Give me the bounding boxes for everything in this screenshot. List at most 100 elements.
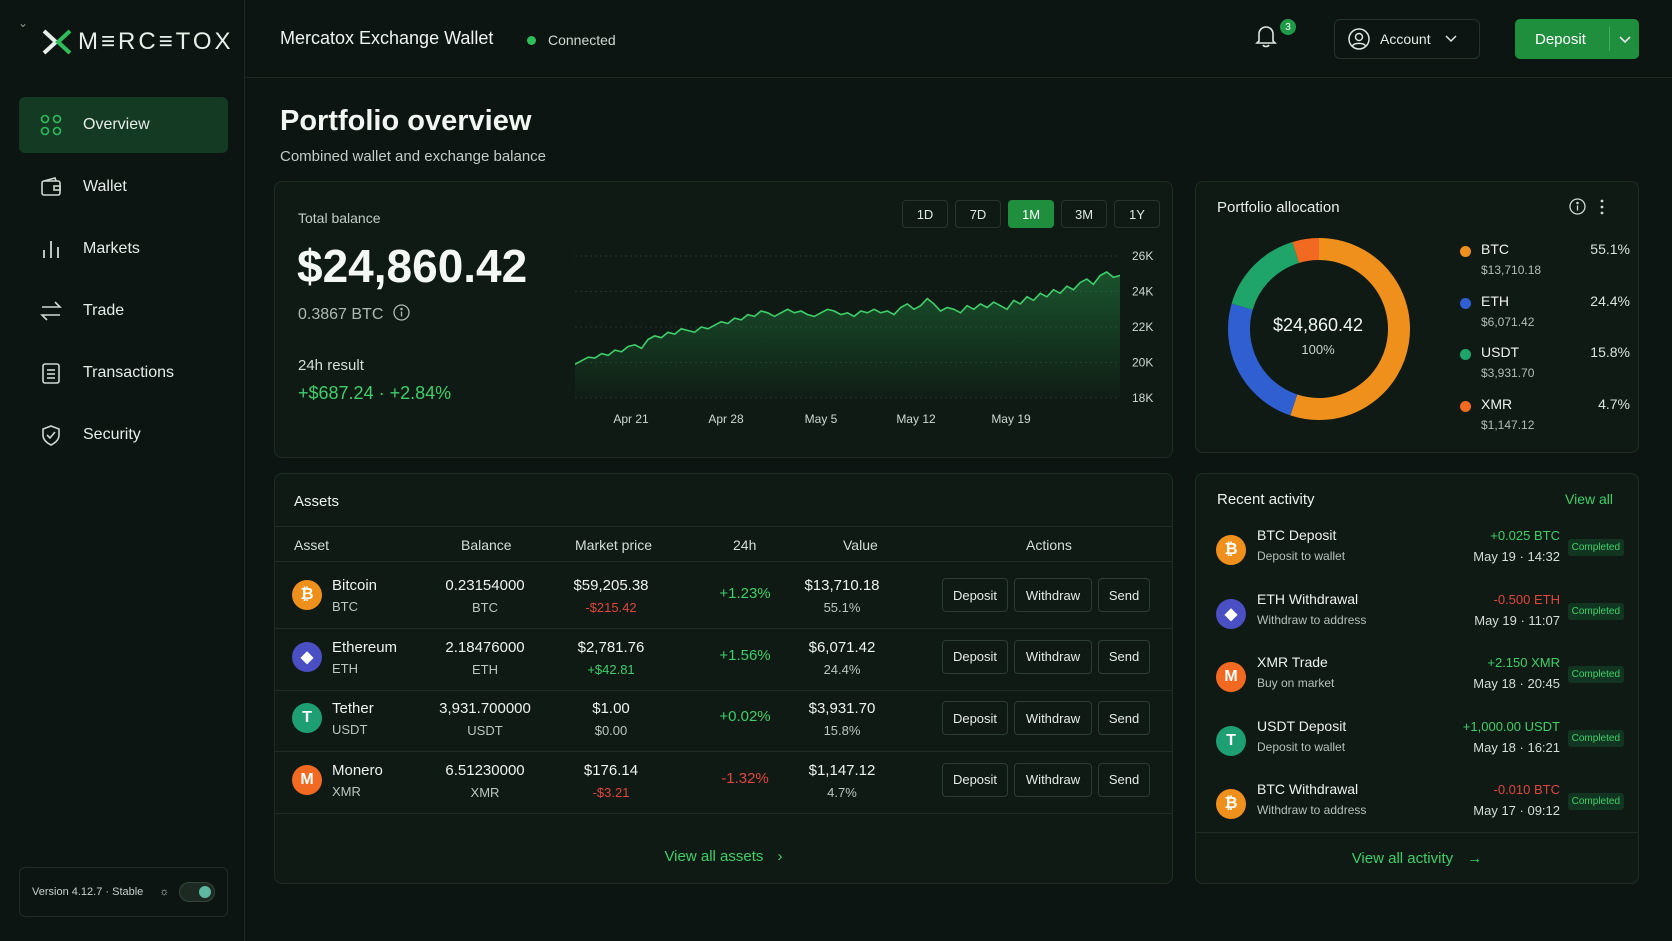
theme-toggle[interactable]	[179, 882, 216, 902]
activity-title: Recent activity	[1217, 491, 1315, 508]
account-button[interactable]: Account	[1334, 19, 1480, 59]
balance-cell: 0.23154000 BTC	[415, 577, 555, 615]
activity-description: Deposit to wallet	[1257, 739, 1346, 754]
activity-item[interactable]: T USDT Deposit Deposit to wallet +1,000.…	[1196, 718, 1638, 781]
balance-symbol: BTC	[472, 600, 498, 615]
view-all-activity-link[interactable]: View all activity →	[1196, 832, 1638, 884]
y-tick-label: 18K	[1132, 391, 1153, 405]
bitcoin-icon: ₿	[1216, 789, 1246, 819]
send-button[interactable]: Send	[1098, 639, 1150, 674]
deposit-button[interactable]: Deposit	[1515, 19, 1639, 59]
swap-icon	[39, 299, 63, 323]
withdraw-button[interactable]: Withdraw	[1014, 639, 1092, 674]
shield-icon	[39, 423, 63, 447]
activity-time: May 19 · 14:32	[1473, 549, 1560, 564]
legend-item-xmr[interactable]: XMR $1,147.12 4.7%	[1460, 396, 1630, 448]
sidebar-item-trade[interactable]: Trade	[19, 283, 228, 339]
activity-item[interactable]: M XMR Trade Buy on market +2.150 XMR May…	[1196, 654, 1638, 717]
activity-description: Buy on market	[1257, 676, 1335, 690]
market-price: $59,205.38	[573, 577, 649, 594]
allocation-donut	[1228, 238, 1410, 420]
withdraw-button[interactable]: Withdraw	[1014, 578, 1092, 612]
activity-view-all-link[interactable]: View all	[1565, 491, 1613, 507]
price-cell: $176.14 -$3.21	[541, 762, 681, 800]
withdraw-button[interactable]: Withdraw	[1014, 701, 1092, 735]
activity-item[interactable]: ◆ ETH Withdrawal Withdraw to address -0.…	[1196, 591, 1638, 654]
view-all-assets-link[interactable]: View all assets ›	[275, 848, 1172, 865]
send-button[interactable]: Send	[1098, 578, 1150, 612]
y-tick-label: 20K	[1132, 356, 1153, 370]
x-tick-label: Apr 21	[613, 412, 649, 426]
column-header-24h[interactable]: 24h	[733, 537, 757, 553]
sidebar-item-markets[interactable]: Markets	[19, 221, 228, 277]
send-button[interactable]: Send	[1098, 701, 1150, 735]
legend-name: USDT	[1481, 344, 1520, 360]
table-row[interactable]: ₿ Bitcoin BTC 0.23154000 BTC $59,205.38 …	[275, 563, 1172, 629]
sidebar-item-overview[interactable]: Overview	[19, 97, 228, 153]
table-row[interactable]: ◆ Ethereum ETH 2.18476000 ETH $2,781.76 …	[275, 625, 1172, 691]
donut-center: $24,860.42 100%	[1258, 315, 1378, 357]
withdraw-button[interactable]: Withdraw	[1014, 762, 1092, 797]
donut-slice-eth[interactable]	[1228, 303, 1298, 416]
status-badge: Completed	[1567, 666, 1624, 683]
legend-percent: 55.1%	[1590, 241, 1630, 257]
column-header-balance[interactable]: Balance	[461, 537, 512, 553]
legend-amount: $13,710.18	[1481, 263, 1542, 277]
activity-item[interactable]: ₿ BTC Deposit Deposit to wallet +0.025 B…	[1196, 527, 1638, 590]
activity-description: Deposit to wallet	[1257, 549, 1346, 563]
info-icon[interactable]	[393, 304, 411, 326]
deposit-button[interactable]: Deposit	[942, 701, 1008, 735]
chevron-down-icon[interactable]	[1610, 31, 1631, 48]
page-subtitle: Combined wallet and exchange balance	[280, 148, 547, 165]
activity-card: Recent activity View all ₿ BTC Deposit D…	[1195, 473, 1639, 884]
range-3m[interactable]: 3M	[1061, 200, 1107, 228]
sidebar-item-wallet[interactable]: Wallet	[19, 159, 228, 215]
total-balance-label: Total balance	[298, 210, 381, 226]
donut-slice-usdt[interactable]	[1231, 241, 1300, 311]
sidebar-item-security[interactable]: Security	[19, 407, 228, 463]
activity-amount: +2.150 XMR	[1487, 655, 1560, 670]
range-1d[interactable]: 1D	[902, 200, 948, 228]
collapse-icon[interactable]: ⌄	[18, 16, 29, 30]
activity-amount: +0.025 BTC	[1490, 528, 1560, 543]
sidebar-item-label: Security	[83, 426, 141, 443]
legend-percent: 4.7%	[1598, 395, 1630, 412]
range-7d[interactable]: 7D	[955, 200, 1001, 228]
button-divider	[1609, 27, 1610, 51]
donut-slice-xmr[interactable]	[1292, 238, 1320, 264]
column-header-market-price[interactable]: Market price	[575, 537, 653, 553]
result-value: +$687.24 · +2.84%	[298, 383, 452, 403]
table-row[interactable]: M Monero XMR 6.51230000 XMR $176.14 -$3.…	[275, 748, 1172, 814]
deposit-button[interactable]: Deposit	[942, 762, 1008, 797]
usdt-dot-icon	[1460, 349, 1471, 360]
document-icon	[39, 361, 63, 385]
value-cell: $1,147.12 4.7%	[772, 762, 912, 800]
deposit-button[interactable]: Deposit	[942, 639, 1008, 674]
column-header-asset[interactable]: Asset	[294, 537, 330, 553]
send-button[interactable]: Send	[1098, 762, 1150, 797]
sidebar-item-transactions[interactable]: Transactions	[19, 345, 228, 401]
balance-chart: 26K 24K 22K 20K 18K Apr 21 Apr 28 May 5 May 12 M…	[575, 249, 1153, 426]
balance-cell: 6.51230000 XMR	[415, 762, 555, 800]
allocation-card: Portfolio allocation $24,860.42 100% BTC…	[1195, 181, 1639, 453]
deposit-button[interactable]: Deposit	[942, 578, 1008, 612]
logo[interactable]: M≡RC≡TOX	[42, 28, 234, 56]
grid-icon	[39, 113, 63, 137]
donut-slice-btc[interactable]	[1290, 238, 1410, 420]
legend-item-btc[interactable]: BTC $13,710.18 55.1%	[1460, 241, 1630, 293]
info-icon[interactable]	[1569, 198, 1586, 220]
legend-item-usdt[interactable]: USDT $3,931.70 15.8%	[1460, 344, 1630, 396]
notification-badge: 3	[1280, 19, 1296, 35]
activity-name: BTC Withdrawal	[1257, 781, 1359, 797]
table-row[interactable]: T Tether USDT 3,931.700000 USDT $1.00 $0…	[275, 686, 1172, 752]
asset-name: Bitcoin	[332, 577, 378, 594]
activity-description: Withdraw to address	[1257, 803, 1367, 817]
range-1y[interactable]: 1Y	[1114, 200, 1160, 228]
bell-icon[interactable]	[1255, 24, 1277, 53]
activity-item[interactable]: ₿ BTC Withdrawal Withdraw to address -0.…	[1196, 781, 1638, 844]
more-vertical-icon[interactable]	[1600, 199, 1604, 220]
column-header-value[interactable]: Value	[843, 537, 878, 553]
range-1m[interactable]: 1M	[1008, 200, 1054, 228]
legend-item-eth[interactable]: ETH $6,071.42 24.4%	[1460, 293, 1630, 345]
bitcoin-icon: ₿	[292, 580, 322, 610]
